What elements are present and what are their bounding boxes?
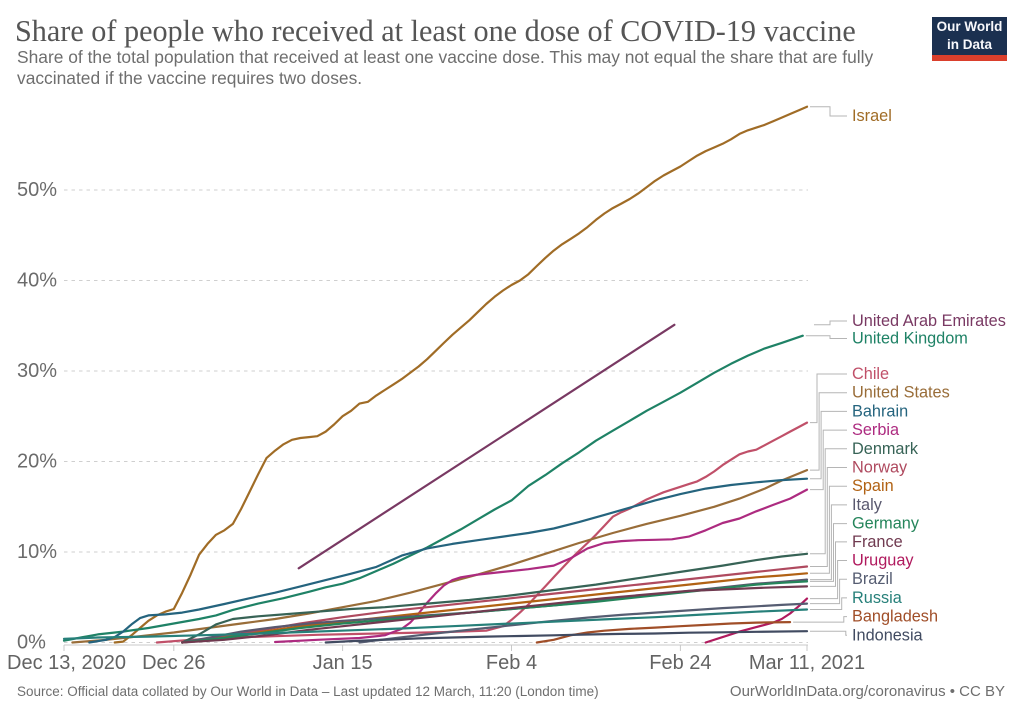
svg-text:Norway: Norway: [852, 459, 908, 477]
svg-text:Indonesia: Indonesia: [852, 626, 924, 644]
svg-text:Bangladesh: Bangladesh: [852, 608, 938, 626]
svg-text:Bahrain: Bahrain: [852, 402, 908, 420]
svg-text:Dec 26: Dec 26: [142, 652, 205, 674]
svg-text:20%: 20%: [17, 451, 57, 473]
svg-text:30%: 30%: [17, 360, 57, 382]
svg-text:0%: 0%: [17, 632, 46, 654]
svg-text:Russia: Russia: [852, 589, 903, 607]
svg-text:Jan 15: Jan 15: [313, 652, 373, 674]
svg-text:Chile: Chile: [852, 365, 889, 383]
svg-text:Germany: Germany: [852, 515, 920, 533]
svg-text:United Arab Emirates: United Arab Emirates: [852, 312, 1006, 330]
svg-text:40%: 40%: [17, 270, 57, 292]
svg-text:Denmark: Denmark: [852, 440, 919, 458]
svg-text:Italy: Italy: [852, 496, 883, 514]
svg-text:10%: 10%: [17, 541, 57, 563]
svg-text:Feb 4: Feb 4: [486, 652, 537, 674]
svg-text:Mar 11, 2021: Mar 11, 2021: [749, 652, 865, 674]
svg-text:Uruguay: Uruguay: [852, 552, 914, 570]
svg-text:Spain: Spain: [852, 477, 894, 495]
svg-text:United Kingdom: United Kingdom: [852, 330, 968, 348]
svg-text:Serbia: Serbia: [852, 421, 900, 439]
svg-text:Dec 13, 2020: Dec 13, 2020: [7, 652, 126, 674]
svg-text:United States: United States: [852, 384, 950, 402]
svg-text:Israel: Israel: [852, 107, 892, 125]
svg-text:Feb 24: Feb 24: [649, 652, 711, 674]
svg-text:France: France: [852, 533, 903, 551]
svg-text:Brazil: Brazil: [852, 570, 893, 588]
svg-text:50%: 50%: [17, 179, 57, 201]
